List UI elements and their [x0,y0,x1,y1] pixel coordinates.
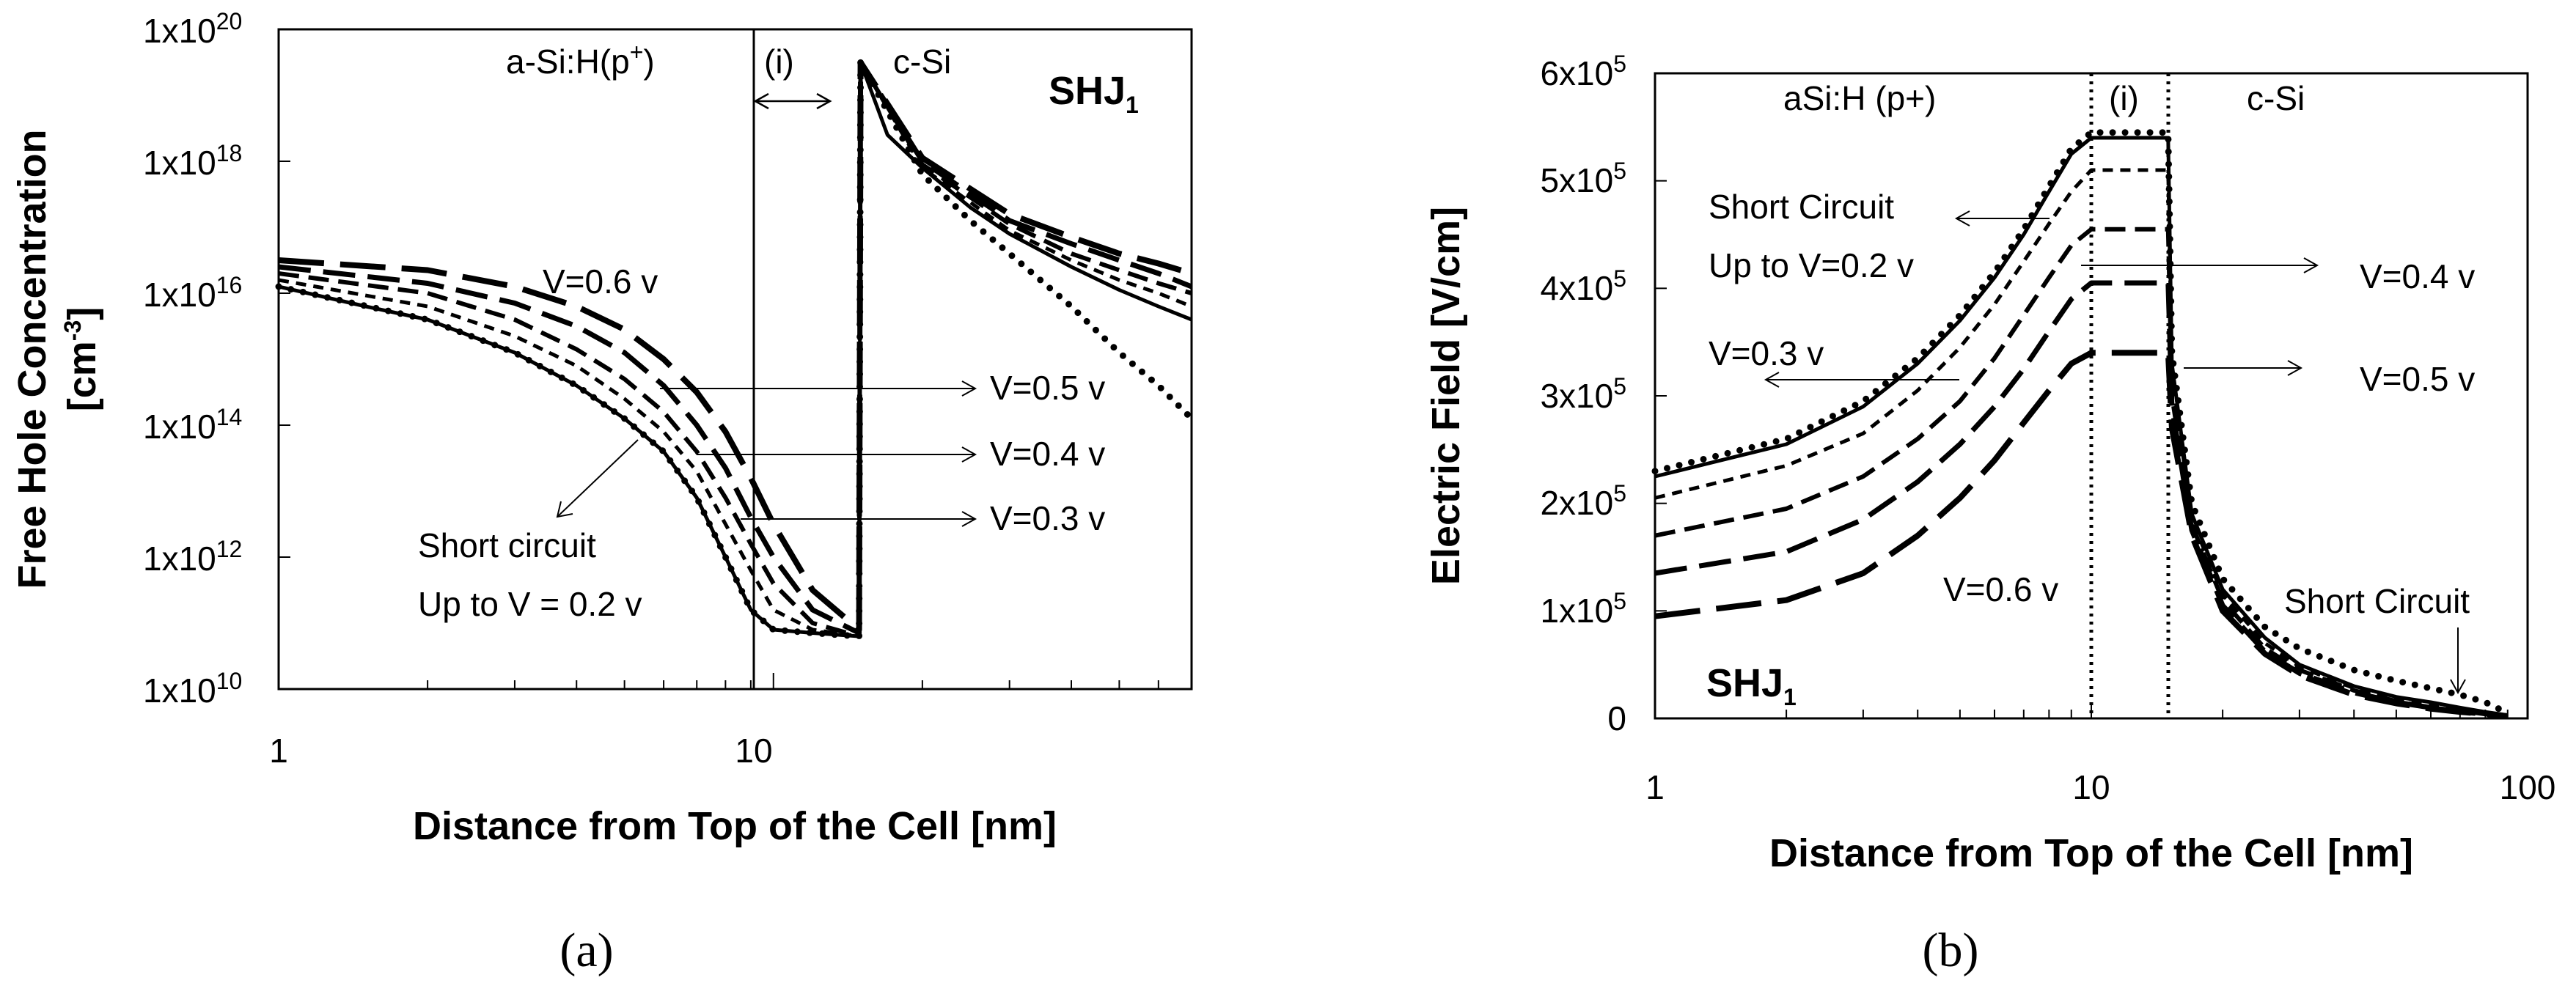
chart-b-region-asi: aSi:H (p+) [1783,79,1936,117]
chart-b-ticks [1654,73,2528,719]
chart-b-annotation-arrows [1764,210,2466,695]
chart-a-ytick-1e20: 1x1020 [143,8,242,50]
chart-a-xtick-1: 1 [269,732,288,770]
chart-b-region-csi: c-Si [2247,79,2305,117]
chart-b-annotation-v06: V=0.6 v [1943,570,2058,608]
chart-a-annotation-v05: V=0.5 v [990,369,1105,407]
chart-b-annotation-short-circuit: Short Circuit [1709,188,1894,226]
chart-a-annotation-v03: V=0.3 v [990,499,1105,537]
chart-b-region-intrinsic: (i) [2109,79,2139,117]
chart-a-region-intrinsic: (i) [764,43,794,81]
chart-b-ytick-0: 0 [1607,699,1626,737]
chart-a-annotation-short-circuit: Short circuit [418,526,596,564]
chart-a-region-asi: a-Si:H(p+) [506,39,655,81]
chart-b-series-short-circuit [1651,129,2511,717]
panel-label-a: (a) [559,924,613,977]
chart-a-ylabel-line2: [cm-3] [59,307,104,411]
panel-label-b: (b) [1923,924,1979,977]
chart-a-annotation-arrows [556,380,977,527]
chart-b-ytick-4: 4x105 [1540,265,1626,307]
chart-a-series [275,59,1195,640]
chart-b-ytick-5: 5x105 [1540,158,1626,199]
chart-a-series-v-0-5-v [278,59,1193,636]
chart-b-xtick-10: 10 [2072,768,2110,806]
chart-a-plot-frame [277,28,1193,691]
chart-a-ytick-1e16: 1x1016 [143,272,242,314]
chart-b-annotation-short-circuit-cSi: Short Circuit [2284,582,2470,620]
chart-b-annotation-v05: V=0.5 v [2360,360,2475,398]
chart-a-ytick-1e18: 1x1018 [143,140,242,182]
chart-a-annotation-v06: V=0.6 v [543,262,658,301]
chart-a-ylabel-line1: Free Hole Concentration [10,129,54,589]
chart-a-ytick-1e10: 1x1010 [143,668,242,710]
chart-a-xlabel: Distance from Top of the Cell [nm] [413,804,1057,848]
chart-a-ylabel: Free Hole Concentration [cm-3] [10,129,104,589]
chart-b-xtick-100: 100 [2500,768,2556,806]
chart-b-ytick-2: 2x105 [1540,480,1626,522]
chart-a-region-csi: c-Si [893,43,951,81]
chart-a-series-short-circuit-up-to-v-0-2-v [278,60,1192,638]
chart-a-annotation-v04: V=0.4 v [990,435,1105,473]
chart-b-xtick-1: 1 [1645,768,1665,806]
chart-b-series-v-0-5-v [1654,280,2509,719]
chart-a-series-v-0-3-v [278,60,1192,638]
chart-a-ytick-1e14: 1x1014 [143,404,242,446]
chart-a-xtick-10: 10 [735,732,772,770]
chart-b-device-label: SHJ1 [1706,661,1797,710]
chart-b-annotation-up-to-v02: Up to V=0.2 v [1709,246,1914,284]
chart-a-free-hole-concentration: 1x1020 1x1018 1x1016 1x1014 1x1012 1x101… [10,8,1195,848]
chart-a-series-reference-dotted [275,59,1195,640]
chart-b-series-v-0-4-v [1654,227,2509,719]
chart-a-ticks [278,29,1192,690]
chart-b-annotation-v04: V=0.4 v [2360,257,2475,295]
chart-b-xlabel: Distance from Top of the Cell [nm] [1769,831,2413,875]
chart-a-intrinsic-arrow [753,92,832,110]
chart-a-device-label: SHJ1 [1049,69,1139,118]
chart-b-electric-field: 6x105 5x105 4x105 3x105 2x105 1x105 0 1 … [1424,51,2555,875]
chart-b-ytick-3: 3x105 [1540,373,1626,415]
chart-a-ytick-1e12: 1x1012 [143,536,242,578]
chart-a-series-v-0-4-v [278,60,1192,638]
chart-b-ytick-6: 6x105 [1540,51,1626,92]
chart-b-annotation-v03: V=0.3 v [1709,334,1824,372]
chart-b-ytick-1: 1x105 [1540,588,1626,630]
chart-a-annotation-up-to: Up to V = 0.2 v [418,585,642,623]
chart-b-ylabel: Electric Field [V/cm] [1424,207,1468,585]
